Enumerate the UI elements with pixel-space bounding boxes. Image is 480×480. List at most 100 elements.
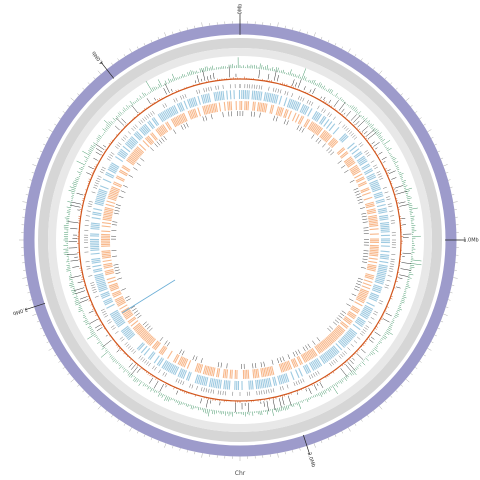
- depth-bar: [378, 322, 381, 324]
- cds-reverse-block: [344, 315, 353, 323]
- cds-reverse-block: [125, 313, 134, 320]
- cds-reverse-block: [208, 104, 212, 114]
- gc-skew-bar: [404, 187, 413, 191]
- gc-skew-bar: [287, 72, 289, 75]
- cds-forward-block: [96, 279, 106, 284]
- cds-reverse-block: [369, 251, 379, 254]
- gc-skew-bar: [126, 108, 128, 110]
- scale-tick: [93, 77, 96, 80]
- rna-tick: [180, 125, 184, 130]
- cds-forward-block: [147, 121, 154, 130]
- feature-tick: [386, 198, 391, 201]
- variant-bar: [378, 151, 383, 155]
- gc-skew-bar: [121, 366, 124, 369]
- feature-tick: [308, 375, 311, 380]
- feature-tick: [191, 384, 194, 389]
- position-marker: [303, 434, 311, 456]
- gc-skew-bar: [73, 296, 78, 299]
- gc-skew-bar: [69, 186, 76, 189]
- cds-reverse-block: [366, 209, 376, 213]
- gc-skew-bar: [105, 349, 108, 352]
- gc-skew-bar: [110, 120, 114, 124]
- gc-skew-bar: [114, 360, 118, 363]
- rna-tick: [202, 116, 205, 122]
- scale-tick: [313, 32, 316, 37]
- gc-skew-bar: [410, 264, 415, 266]
- cds-reverse-block: [114, 295, 124, 301]
- cds-reverse-block: [102, 218, 112, 222]
- cds-reverse-block: [302, 353, 308, 363]
- feature-tick: [268, 389, 270, 394]
- gc-skew-bar: [88, 152, 92, 155]
- cds-reverse-block: [128, 317, 137, 324]
- rna-tick: [297, 349, 301, 355]
- gc-skew-bar: [350, 371, 355, 375]
- gc-skew-bar: [406, 284, 410, 286]
- scale-tick: [179, 448, 181, 451]
- variant-bar: [399, 204, 409, 207]
- cds-forward-block: [366, 173, 375, 179]
- rna-tick: [355, 193, 361, 196]
- cds-forward-block: [366, 301, 375, 307]
- cds-forward-block: [125, 330, 133, 338]
- gc-skew-bar: [298, 74, 300, 79]
- gc-skew-bar: [152, 388, 155, 391]
- cds-forward-block: [136, 130, 144, 139]
- cds-forward-block: [228, 380, 231, 390]
- feature-tick: [103, 313, 107, 316]
- scale-tick: [410, 105, 413, 107]
- cds-reverse-block: [252, 369, 255, 379]
- gc-skew-bar: [139, 380, 141, 382]
- variant-bar: [102, 339, 112, 347]
- cds-reverse-block: [297, 115, 303, 125]
- cds-reverse-block: [343, 156, 352, 163]
- variant-bar: [396, 190, 407, 195]
- variant-bar: [95, 151, 102, 156]
- cds-forward-block: [378, 264, 388, 267]
- variant-bar: [402, 252, 412, 255]
- cds-forward-block: [120, 325, 129, 332]
- cds-reverse-block: [216, 368, 219, 378]
- gc-skew-bar: [149, 91, 152, 93]
- feature-tick: [384, 286, 389, 289]
- cds-reverse-block: [110, 189, 119, 194]
- rna-tick: [340, 165, 346, 169]
- cds-forward-block: [260, 379, 263, 389]
- feature-tick: [364, 327, 368, 330]
- feature-tick: [119, 336, 123, 340]
- cds-reverse-block: [283, 362, 288, 372]
- feature-tick: [90, 282, 95, 284]
- cds-reverse-block: [356, 177, 365, 183]
- gc-skew-bar: [322, 390, 325, 395]
- feature-tick: [138, 355, 142, 359]
- cds-reverse-block: [155, 129, 162, 137]
- scale-tick: [427, 129, 432, 132]
- scale-tick: [390, 395, 393, 398]
- variant-bar: [149, 377, 154, 384]
- scale-tick: [367, 62, 369, 65]
- variant-bar: [341, 108, 345, 113]
- cds-reverse-block: [354, 173, 363, 179]
- cds-forward-block: [332, 345, 340, 353]
- rna-tick: [126, 298, 131, 302]
- depth-bar: [356, 350, 359, 353]
- cds-forward-block: [142, 124, 150, 133]
- rna-tick: [286, 120, 289, 126]
- cds-forward-block: [375, 198, 385, 203]
- cds-forward-block: [282, 374, 286, 384]
- cds-forward-block: [121, 326, 130, 334]
- feature-tick: [124, 134, 128, 138]
- feature-tick: [133, 126, 137, 130]
- cds-reverse-block: [123, 311, 132, 317]
- feature-tick: [140, 119, 144, 123]
- gc-skew-bar: [100, 342, 103, 344]
- gc-skew-bar: [339, 380, 343, 384]
- cds-reverse-block: [280, 363, 285, 373]
- scale-tick: [82, 390, 85, 393]
- gc-skew-bar: [409, 207, 418, 210]
- gc-skew-bar: [394, 164, 397, 166]
- cds-reverse-block: [127, 158, 136, 165]
- feature-tick: [333, 116, 336, 121]
- rna-tick: [132, 308, 137, 312]
- gc-skew-bar: [96, 140, 99, 143]
